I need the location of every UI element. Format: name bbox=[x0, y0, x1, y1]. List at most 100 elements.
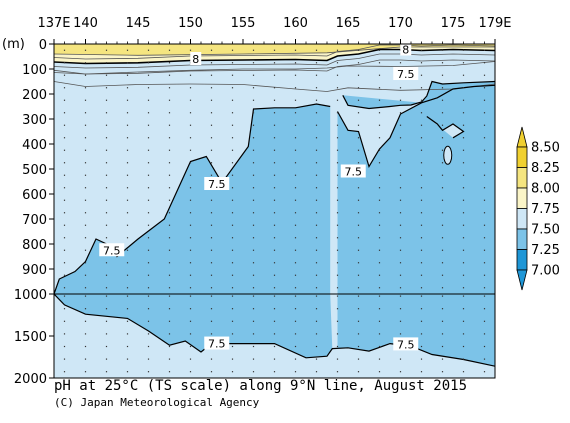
sample-dot bbox=[462, 74, 465, 76]
sample-dot bbox=[357, 74, 360, 76]
sample-dot bbox=[63, 262, 66, 264]
sample-dot bbox=[273, 99, 276, 101]
sample-dot bbox=[315, 162, 318, 164]
sample-dot bbox=[336, 287, 339, 289]
sample-dot bbox=[252, 174, 255, 176]
sample-dot bbox=[420, 262, 423, 264]
sample-dot bbox=[147, 333, 150, 335]
sample-dot bbox=[378, 262, 381, 264]
sample-dot bbox=[378, 112, 381, 114]
sample-dot bbox=[294, 162, 297, 164]
sample-dot bbox=[168, 99, 171, 101]
sample-dot bbox=[84, 49, 87, 51]
sample-dot bbox=[147, 249, 150, 251]
sample-dot bbox=[105, 187, 108, 189]
sample-dot bbox=[378, 174, 381, 176]
sample-dot bbox=[252, 308, 255, 310]
sample-dot bbox=[462, 212, 465, 214]
sample-dot bbox=[336, 99, 339, 101]
sample-dot bbox=[252, 320, 255, 322]
sample-dot bbox=[231, 112, 234, 114]
y-tick-label: 2000 bbox=[14, 372, 47, 387]
sample-dot bbox=[252, 333, 255, 335]
contour-label: 8 bbox=[192, 53, 199, 66]
sample-dot bbox=[168, 162, 171, 164]
sample-dot bbox=[147, 320, 150, 322]
sample-dot bbox=[63, 224, 66, 226]
sample-dot bbox=[336, 137, 339, 139]
sample-dot bbox=[189, 137, 192, 139]
sample-dot bbox=[357, 274, 360, 276]
sample-dot bbox=[231, 74, 234, 76]
sample-dot bbox=[273, 371, 276, 373]
sample-dot bbox=[231, 162, 234, 164]
sample-dot bbox=[483, 99, 486, 101]
sample-dot bbox=[84, 358, 87, 360]
sample-dot bbox=[294, 262, 297, 264]
sample-dot bbox=[315, 124, 318, 126]
x-axis: 137E 140 145 150 155 160 165 170 175 179E bbox=[37, 16, 512, 44]
sample-dot bbox=[483, 308, 486, 310]
sample-dot bbox=[252, 112, 255, 114]
sample-dot bbox=[378, 149, 381, 151]
sample-dot bbox=[462, 149, 465, 151]
sample-dot bbox=[378, 74, 381, 76]
sample-dot bbox=[84, 162, 87, 164]
sample-dot bbox=[336, 295, 339, 297]
sample-dot bbox=[105, 112, 108, 114]
sample-dot bbox=[462, 62, 465, 64]
sample-dot bbox=[441, 62, 444, 64]
sample-dot bbox=[147, 149, 150, 151]
sample-dot bbox=[462, 262, 465, 264]
colorbar-label: 7.00 bbox=[531, 264, 560, 279]
sample-dot bbox=[336, 249, 339, 251]
sample-dot bbox=[168, 187, 171, 189]
sample-dot bbox=[273, 249, 276, 251]
sample-dot bbox=[294, 249, 297, 251]
sample-dot bbox=[462, 237, 465, 239]
sample-dot bbox=[252, 87, 255, 89]
sample-dot bbox=[168, 87, 171, 89]
sample-dot bbox=[420, 345, 423, 348]
sample-dot bbox=[168, 345, 171, 348]
sample-dot bbox=[399, 112, 402, 114]
sample-dot bbox=[168, 112, 171, 114]
sample-dot bbox=[273, 212, 276, 214]
sample-dot bbox=[210, 308, 213, 310]
sample-dot bbox=[231, 274, 234, 276]
sample-dot bbox=[483, 187, 486, 189]
sample-dot bbox=[273, 333, 276, 335]
sample-dot bbox=[105, 371, 108, 373]
sample-dot bbox=[378, 345, 381, 348]
sample-dot bbox=[189, 308, 192, 310]
sample-dot bbox=[252, 358, 255, 360]
iso-8-line bbox=[54, 48, 495, 65]
sample-dot bbox=[84, 308, 87, 310]
sample-dot bbox=[273, 112, 276, 114]
sample-dot bbox=[189, 287, 192, 289]
sample-dot bbox=[189, 162, 192, 164]
sample-dot bbox=[210, 237, 213, 239]
sample-dot bbox=[252, 237, 255, 239]
sample-dot bbox=[63, 99, 66, 101]
sample-dot bbox=[126, 308, 129, 310]
sample-dot bbox=[210, 199, 213, 201]
sample-dot bbox=[63, 371, 66, 373]
sample-dot bbox=[441, 237, 444, 239]
sample-dot bbox=[483, 237, 486, 239]
sample-dot bbox=[420, 333, 423, 335]
sample-dot bbox=[357, 187, 360, 189]
sample-dot bbox=[189, 74, 192, 76]
sample-dot bbox=[315, 137, 318, 139]
sample-dot bbox=[126, 74, 129, 76]
sample-dot bbox=[168, 149, 171, 151]
sample-dot bbox=[357, 112, 360, 114]
sample-dot bbox=[399, 262, 402, 264]
sample-dot bbox=[294, 112, 297, 114]
sample-dot bbox=[189, 320, 192, 322]
sample-dot bbox=[84, 187, 87, 189]
sample-dot bbox=[126, 99, 129, 101]
sample-dot bbox=[210, 49, 213, 51]
sample-dot bbox=[231, 187, 234, 189]
sample-dot bbox=[84, 345, 87, 348]
